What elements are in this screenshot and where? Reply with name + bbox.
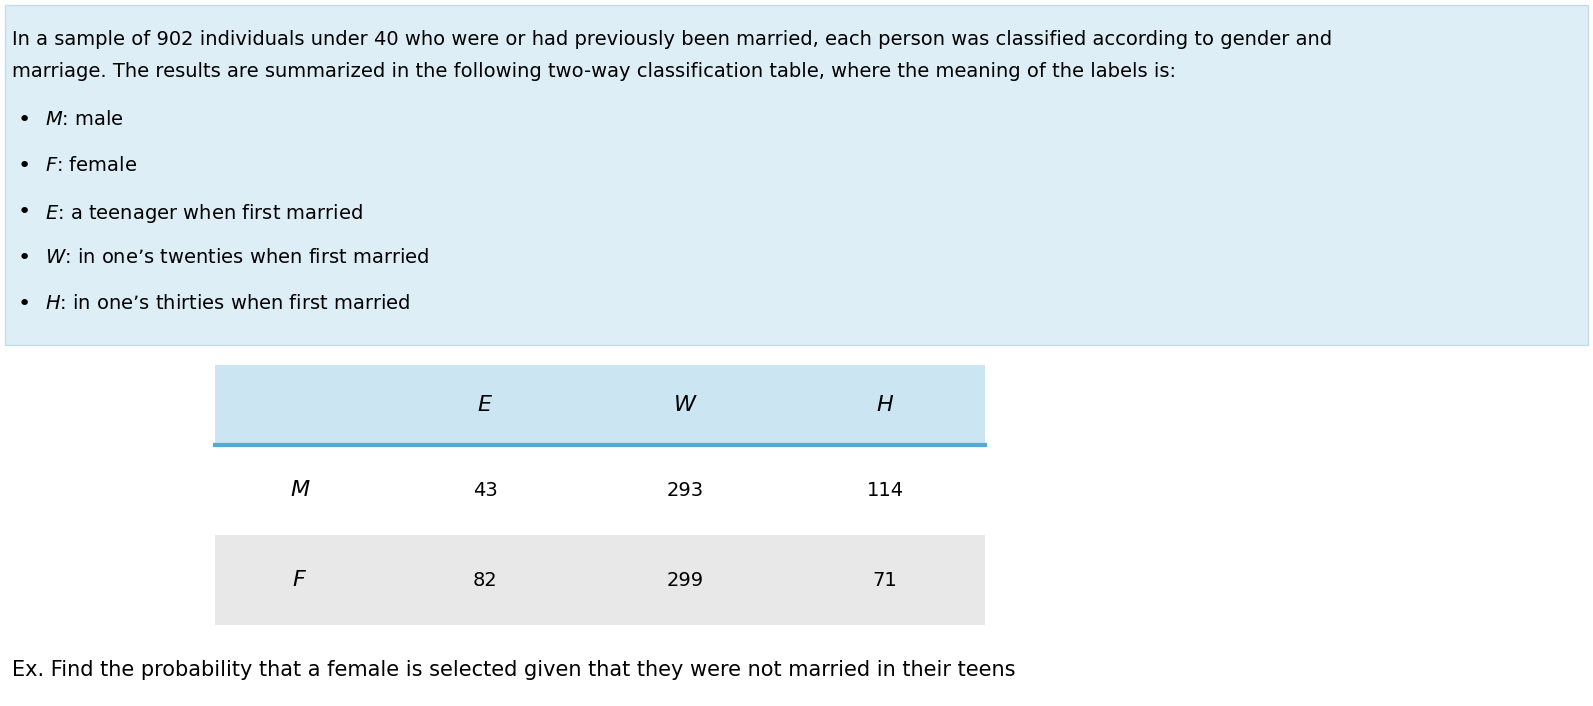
Text: •: • (18, 156, 32, 176)
Text: $\mathit{M}$: male: $\mathit{M}$: male (45, 110, 124, 129)
Text: •: • (18, 294, 32, 314)
Text: 43: 43 (473, 481, 497, 500)
Text: 82: 82 (473, 570, 497, 590)
Text: In a sample of 902 individuals under 40 who were or had previously been married,: In a sample of 902 individuals under 40 … (13, 30, 1332, 49)
Text: 293: 293 (666, 481, 704, 500)
Text: Ex. Find the probability that a female is selected given that they were not marr: Ex. Find the probability that a female i… (13, 660, 1015, 680)
Text: $\mathit{H}$: $\mathit{H}$ (876, 394, 894, 416)
Text: 114: 114 (867, 481, 903, 500)
Text: $\mathit{W}$: in one’s twenties when first married: $\mathit{W}$: in one’s twenties when fir… (45, 248, 430, 267)
Text: •: • (18, 248, 32, 268)
Text: •: • (18, 202, 32, 222)
Text: $\mathit{W}$: $\mathit{W}$ (672, 394, 698, 416)
Bar (215, 365, 984, 445)
Text: $\mathit{F}$: $\mathit{F}$ (293, 569, 307, 591)
Text: marriage. The results are summarized in the following two-way classification tab: marriage. The results are summarized in … (13, 62, 1176, 81)
Text: •: • (18, 110, 32, 130)
Text: 299: 299 (666, 570, 704, 590)
Text: $\mathit{E}$: a teenager when first married: $\mathit{E}$: a teenager when first marr… (45, 202, 363, 225)
Bar (5, 5, 1588, 345)
Text: $\mathit{M}$: $\mathit{M}$ (290, 479, 311, 501)
Text: $\mathit{H}$: in one’s thirties when first married: $\mathit{H}$: in one’s thirties when fir… (45, 294, 411, 313)
Bar (215, 535, 984, 625)
Text: $\mathit{F}$: female: $\mathit{F}$: female (45, 156, 137, 175)
Text: $\mathit{E}$: $\mathit{E}$ (476, 394, 492, 416)
Text: 71: 71 (873, 570, 897, 590)
Bar (215, 445, 984, 535)
